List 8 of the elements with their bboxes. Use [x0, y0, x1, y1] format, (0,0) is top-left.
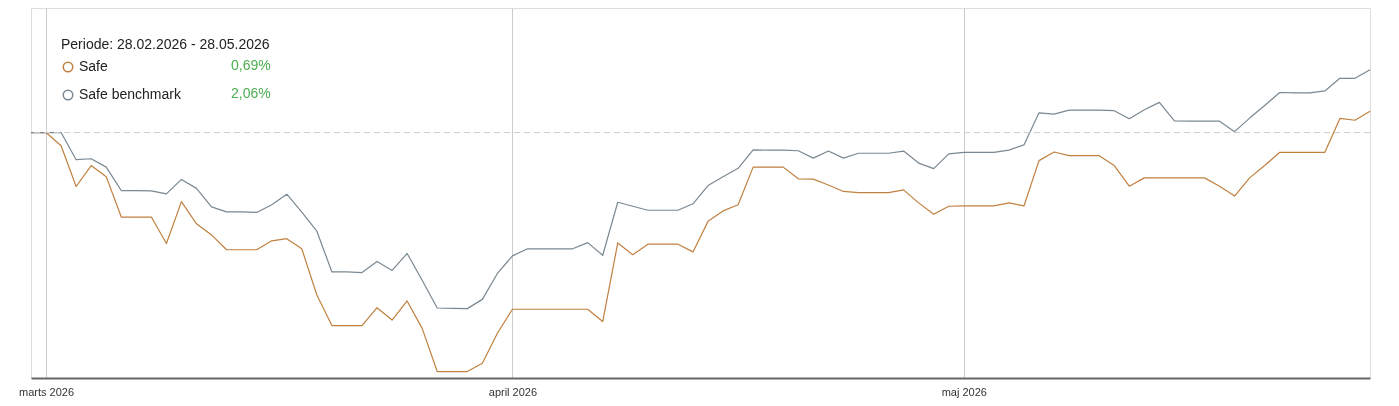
legend-label: Safe benchmark — [79, 86, 182, 102]
legend-title: Periode: 28.02.2026 - 28.05.2026 — [61, 36, 270, 52]
x-tick-label: april 2026 — [488, 385, 538, 398]
legend-label: Safe — [79, 58, 109, 74]
annotation: 2,06% — [231, 85, 271, 101]
x-tick-label: maj 2026 — [941, 385, 987, 398]
annotation: 0,69% — [231, 57, 271, 73]
x-tick-label: marts 2026 — [19, 385, 75, 398]
